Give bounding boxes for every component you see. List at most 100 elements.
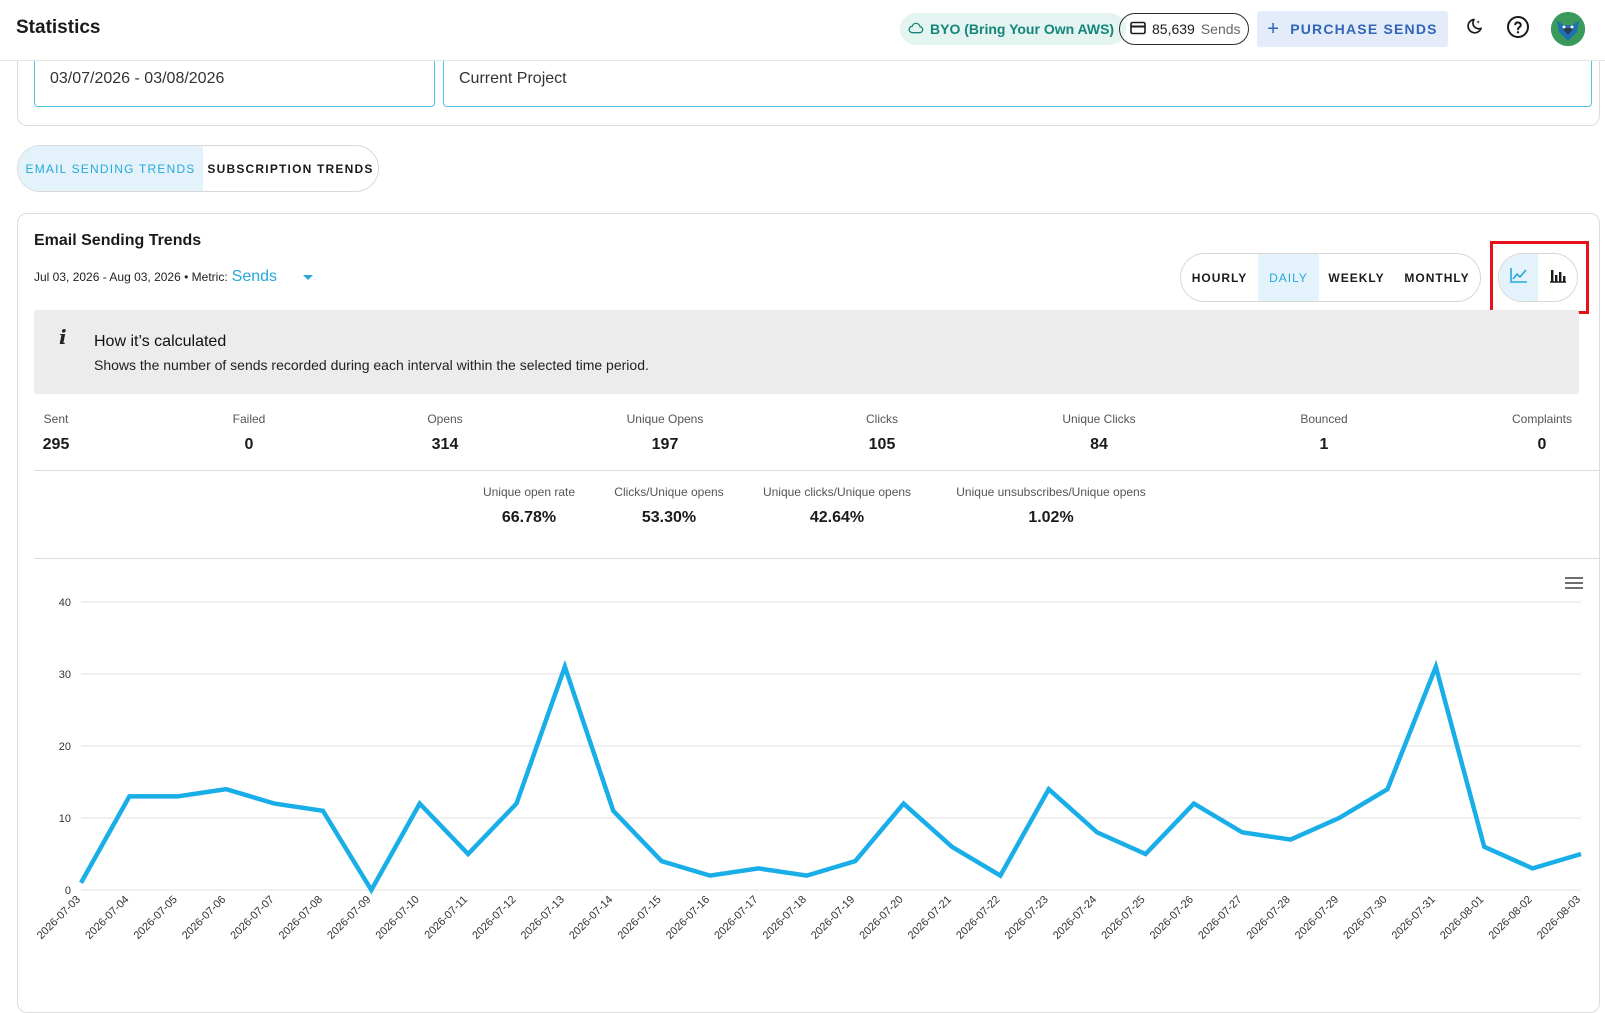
stat-label: Unique Clicks	[1044, 412, 1154, 426]
info-text: Shows the number of sends recorded durin…	[94, 357, 649, 373]
metric-select[interactable]: Sends	[232, 268, 277, 286]
stat-label: Complaints	[1502, 412, 1582, 426]
range-text: Jul 03, 2026 - Aug 03, 2026 • Metric:	[34, 270, 228, 284]
top-bar: Statistics BYO (Bring Your Own AWS) 85,6…	[0, 0, 1605, 61]
x-tick-label: 2026-07-21	[906, 894, 954, 942]
line-chart-button[interactable]	[1499, 254, 1538, 301]
rate-label: Unique open rate	[469, 485, 589, 499]
sends-label: Sends	[1201, 21, 1241, 37]
interval-monthly[interactable]: MONTHLY	[1394, 254, 1480, 301]
stat-label: Bounced	[1284, 412, 1364, 426]
trend-tabs: EMAIL SENDING TRENDS SUBSCRIPTION TRENDS	[17, 145, 379, 192]
x-tick-label: 2026-07-23	[1003, 894, 1051, 942]
stat-sent: Sent 295	[24, 412, 88, 454]
x-tick-label: 2026-07-05	[132, 894, 180, 942]
divider	[34, 558, 1599, 559]
y-tick-label: 30	[59, 669, 71, 681]
stat-value: 314	[405, 436, 485, 454]
x-tick-label: 2026-07-18	[761, 894, 809, 942]
rate-label: Clicks/Unique opens	[599, 485, 739, 499]
x-tick-label: 2026-07-03	[35, 894, 83, 942]
date-range-field[interactable]: 03/07/2026 - 03/08/2026	[34, 59, 435, 107]
x-tick-label: 2026-08-02	[1486, 894, 1534, 942]
bar-chart-button[interactable]	[1538, 254, 1577, 301]
panel-title: Email Sending Trends	[34, 232, 201, 250]
x-tick-label: 2026-07-20	[857, 894, 905, 942]
stat-label: Unique Opens	[610, 412, 720, 426]
project-field[interactable]: Current Project	[443, 59, 1592, 107]
byo-badge[interactable]: BYO (Bring Your Own AWS)	[900, 13, 1126, 45]
range-metric-line: Jul 03, 2026 - Aug 03, 2026 • Metric: Se…	[34, 268, 313, 286]
rate-value: 53.30%	[599, 509, 739, 527]
x-tick-label: 2026-08-03	[1535, 894, 1583, 942]
x-tick-label: 2026-07-27	[1196, 894, 1244, 942]
x-tick-label: 2026-07-16	[664, 894, 712, 942]
credit-card-icon	[1130, 21, 1146, 38]
tab-email-sending-trends[interactable]: EMAIL SENDING TRENDS	[18, 146, 203, 191]
x-tick-label: 2026-07-17	[712, 894, 760, 942]
cloud-icon	[908, 20, 924, 39]
y-tick-label: 20	[59, 741, 71, 753]
stat-value: 197	[610, 436, 720, 454]
y-tick-label: 40	[59, 597, 71, 609]
stat-value: 0	[209, 436, 289, 454]
stat-label: Failed	[209, 412, 289, 426]
moon-icon	[1464, 17, 1484, 42]
x-tick-label: 2026-07-25	[1099, 894, 1147, 942]
x-tick-label: 2026-07-14	[567, 894, 615, 942]
x-tick-label: 2026-07-30	[1341, 894, 1389, 942]
stat-unique-clicks: Unique Clicks 84	[1044, 412, 1154, 454]
line-chart-icon	[1510, 267, 1528, 288]
x-tick-label: 2026-07-09	[325, 894, 373, 942]
x-tick-label: 2026-07-13	[519, 894, 567, 942]
x-tick-label: 2026-07-19	[809, 894, 857, 942]
page-title: Statistics	[16, 17, 100, 39]
interval-weekly[interactable]: WEEKLY	[1319, 254, 1394, 301]
x-tick-label: 2026-07-15	[615, 894, 663, 942]
stat-value: 105	[842, 436, 922, 454]
tab-subscription-trends[interactable]: SUBSCRIPTION TRENDS	[203, 146, 378, 191]
avatar[interactable]	[1551, 12, 1585, 46]
x-tick-label: 2026-08-01	[1438, 894, 1486, 942]
purchase-sends-button[interactable]: + PURCHASE SENDS	[1257, 11, 1448, 47]
interval-hourly[interactable]: HOURLY	[1181, 254, 1258, 301]
stat-value: 295	[24, 436, 88, 454]
y-tick-label: 0	[65, 885, 71, 897]
stat-bounced: Bounced 1	[1284, 412, 1364, 454]
rate-value: 1.02%	[940, 509, 1162, 527]
caret-down-icon[interactable]	[303, 275, 313, 280]
x-tick-label: 2026-07-06	[180, 894, 228, 942]
x-tick-label: 2026-07-26	[1148, 894, 1196, 942]
y-tick-label: 10	[59, 813, 71, 825]
stat-label: Sent	[24, 412, 88, 426]
divider	[34, 470, 1599, 471]
rate-value: 66.78%	[469, 509, 589, 527]
stat-value: 0	[1502, 436, 1582, 454]
x-tick-label: 2026-07-11	[423, 894, 471, 942]
sends-balance-chip[interactable]: 85,639 Sends	[1119, 13, 1249, 45]
stat-opens: Opens 314	[405, 412, 485, 454]
help-button[interactable]	[1503, 14, 1533, 44]
x-tick-label: 2026-07-04	[83, 894, 131, 942]
series-line	[81, 667, 1581, 890]
help-icon	[1506, 15, 1530, 44]
info-box	[34, 310, 1579, 394]
plus-icon: +	[1267, 18, 1280, 41]
byo-label: BYO (Bring Your Own AWS)	[930, 21, 1114, 37]
bar-chart-icon	[1549, 267, 1567, 288]
interval-toggle-group: HOURLY DAILY WEEKLY MONTHLY	[1180, 253, 1481, 302]
rate-unique-open-rate: Unique open rate 66.78%	[469, 485, 589, 527]
purchase-sends-label: PURCHASE SENDS	[1290, 21, 1438, 37]
stat-clicks: Clicks 105	[842, 412, 922, 454]
x-tick-label: 2026-07-12	[470, 894, 518, 942]
x-tick-label: 2026-07-10	[374, 894, 422, 942]
x-tick-label: 2026-07-07	[228, 894, 276, 942]
sends-count: 85,639	[1152, 21, 1195, 37]
rate-label: Unique unsubscribes/Unique opens	[940, 485, 1162, 499]
rate-clicks-unique-opens: Clicks/Unique opens 53.30%	[599, 485, 739, 527]
rate-label: Unique clicks/Unique opens	[752, 485, 922, 499]
dark-mode-toggle[interactable]	[1459, 14, 1489, 44]
x-tick-label: 2026-07-31	[1390, 894, 1438, 942]
interval-daily[interactable]: DAILY	[1258, 254, 1319, 301]
